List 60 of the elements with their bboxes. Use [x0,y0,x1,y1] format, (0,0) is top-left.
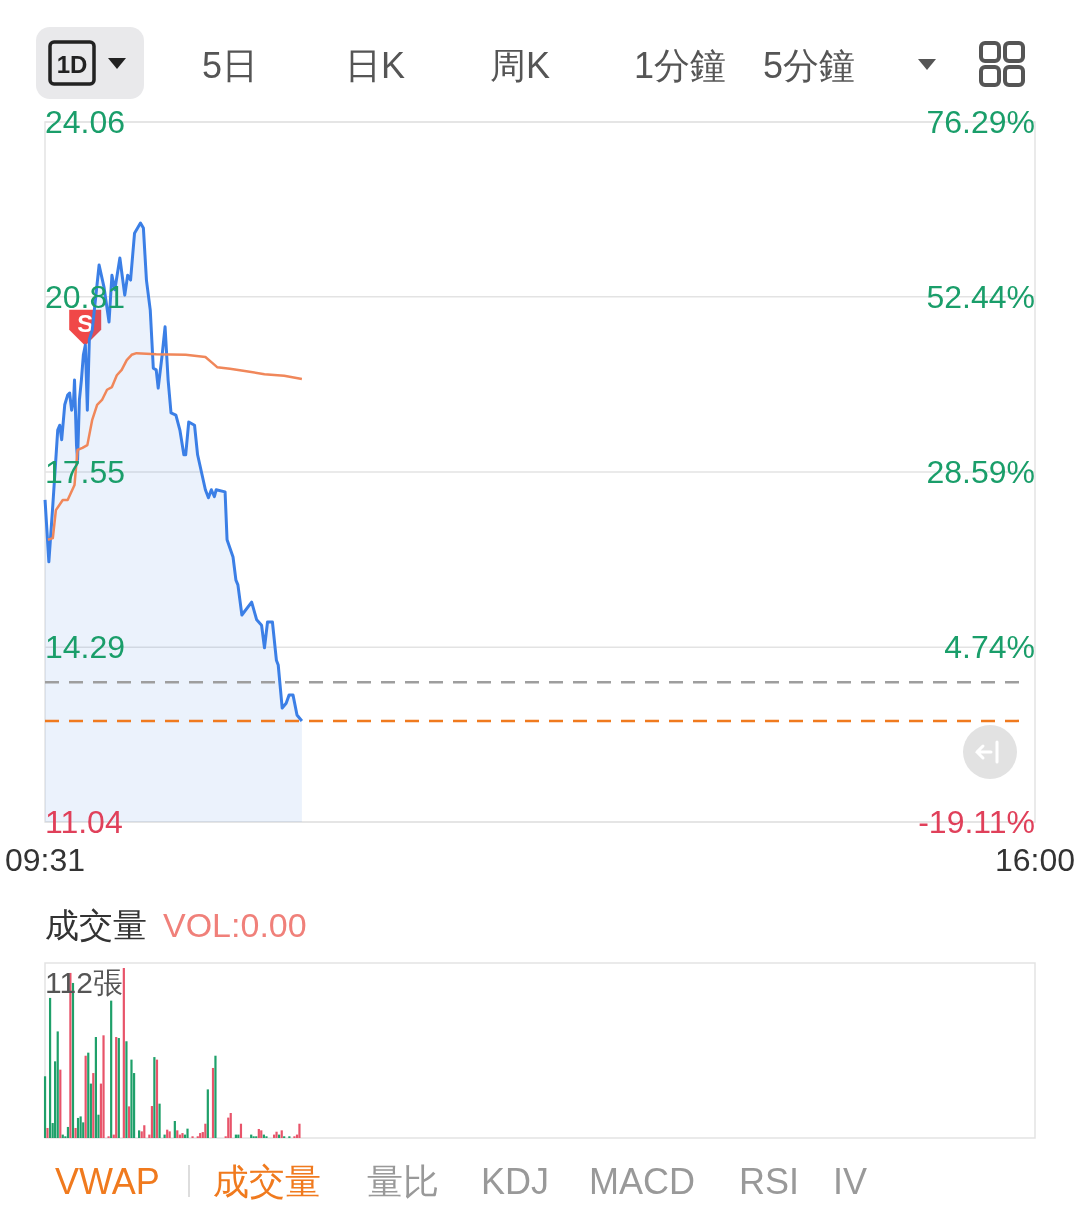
y2-tick-label: -19.11% [918,804,1035,840]
text: 量比 [367,1160,439,1202]
y2-tick-label: 28.59% [926,454,1035,490]
annotation: S [77,310,94,338]
text: 周K [489,44,551,86]
bar [66,1126,70,1138]
y-tick-label: 24.06 [45,104,126,140]
text: KDJ [481,1160,550,1202]
bar [173,1121,176,1138]
bar [59,1069,62,1138]
bar [186,1128,189,1138]
bar [211,1067,215,1138]
bar [74,1127,77,1138]
line-series [46,351,304,541]
text: 成交量 [213,1160,321,1202]
bar [206,1089,209,1138]
bar [298,1123,301,1138]
bar [110,1000,113,1138]
bar [56,1031,59,1138]
bar [150,1106,154,1138]
bar [125,1041,128,1138]
bar [130,1059,133,1138]
text: VWAP [55,1160,160,1202]
bar [48,997,52,1138]
bar [260,1130,263,1138]
bar [92,1073,95,1138]
x-tick-label: 09:31 [4,842,86,878]
bar [102,1035,105,1138]
bar [79,1116,82,1138]
bar [46,1127,49,1138]
y2-tick-label: 52.44% [926,279,1035,315]
bar [127,1106,131,1138]
text: IV [833,1160,868,1202]
y2-tick-label: 76.29% [926,104,1035,140]
chart-subtitle: VOL:0.00 [163,906,307,944]
chart-title: 成交量 [45,906,147,944]
bar [280,1130,283,1138]
text: 5分鐘 [762,44,855,86]
bar [143,1125,146,1138]
x-tick-label: 16:00 [994,842,1076,878]
bar [204,1123,207,1138]
text: 日K [344,44,406,86]
bar [239,1123,243,1138]
y-tick-label: 11.04 [45,804,123,840]
y-tick-label: 14.29 [45,629,126,666]
text: 5日 [201,44,259,86]
bar [229,1113,232,1138]
bar [94,1037,97,1138]
bar [158,1103,161,1138]
text: 1D [56,50,88,78]
y2-tick-label: 4.74% [944,629,1035,665]
text: RSI [739,1160,800,1202]
bar [122,968,125,1138]
bar [257,1128,260,1138]
bar [214,1055,217,1138]
text: 1分鐘 [633,44,727,86]
bar [43,1076,47,1138]
text: MACD [589,1160,695,1202]
bar [76,1117,80,1138]
bar [176,1130,179,1138]
